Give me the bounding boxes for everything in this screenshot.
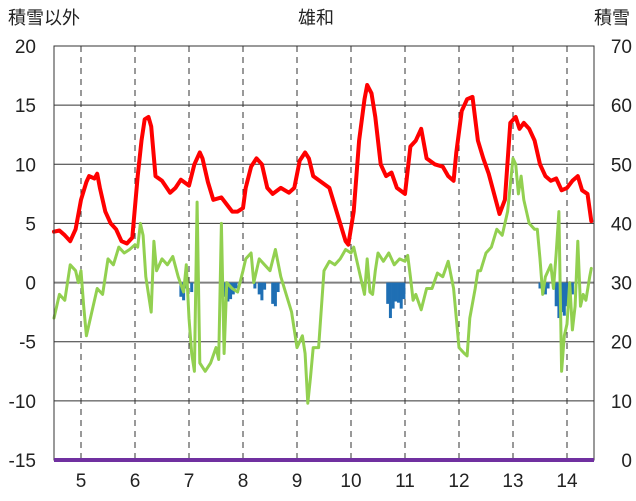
left-tick-label: 5 [25, 214, 36, 235]
series-layer [52, 83, 594, 405]
bar [263, 282, 267, 290]
bar [402, 282, 406, 300]
x-tick-label: 9 [292, 471, 303, 492]
bar [271, 282, 275, 304]
bar [388, 282, 392, 319]
bar [546, 282, 550, 289]
x-tick-label: 7 [184, 471, 195, 492]
left-tick-label: -10 [9, 392, 36, 413]
left-axis-label: 積雪以外 [8, 8, 80, 29]
left-tick-label: -5 [19, 333, 36, 354]
right-tick-label: 30 [611, 274, 632, 295]
right-tick-label: 20 [611, 333, 632, 354]
right-tick-label: 10 [611, 392, 632, 413]
right-tick-label: 0 [621, 451, 632, 472]
bar [562, 282, 566, 316]
right-axis-label: 積雪 [594, 8, 630, 29]
x-tick-label: 10 [340, 471, 361, 492]
bar [229, 282, 233, 300]
series-line-red [52, 83, 594, 247]
bar [543, 282, 547, 295]
left-tick-label: -15 [9, 451, 36, 472]
x-tick-label: 6 [130, 471, 141, 492]
bar [234, 282, 238, 289]
bar [276, 282, 280, 293]
bar [391, 282, 395, 309]
chart-title: 雄和 [298, 8, 334, 29]
bar [565, 282, 569, 307]
bar [253, 282, 257, 289]
x-tick-label: 8 [238, 471, 249, 492]
bar [394, 282, 398, 302]
bar [538, 282, 542, 289]
bar [257, 282, 261, 295]
left-tick-label: 10 [15, 155, 36, 176]
bar [190, 282, 194, 293]
bar [570, 282, 574, 295]
right-tick-label: 40 [611, 214, 632, 235]
right-tick-label: 50 [611, 155, 632, 176]
left-tick-label: 15 [15, 96, 36, 117]
x-tick-label: 13 [502, 471, 523, 492]
x-tick-label: 11 [395, 471, 415, 492]
right-tick-label: 60 [611, 96, 632, 117]
series-line-green [52, 156, 593, 405]
bar [554, 282, 558, 307]
left-tick-label: 0 [25, 274, 36, 295]
bar [260, 282, 264, 301]
grid [54, 45, 594, 460]
x-tick-label: 5 [76, 471, 87, 492]
right-tick-label: 70 [611, 37, 632, 58]
bar [273, 282, 277, 307]
bar [179, 282, 183, 297]
bar [386, 282, 390, 304]
left-tick-label: 20 [15, 37, 36, 58]
bar [397, 282, 401, 303]
bar [399, 282, 403, 309]
x-tick-label: 12 [448, 471, 469, 492]
x-tick-label: 14 [556, 471, 578, 492]
